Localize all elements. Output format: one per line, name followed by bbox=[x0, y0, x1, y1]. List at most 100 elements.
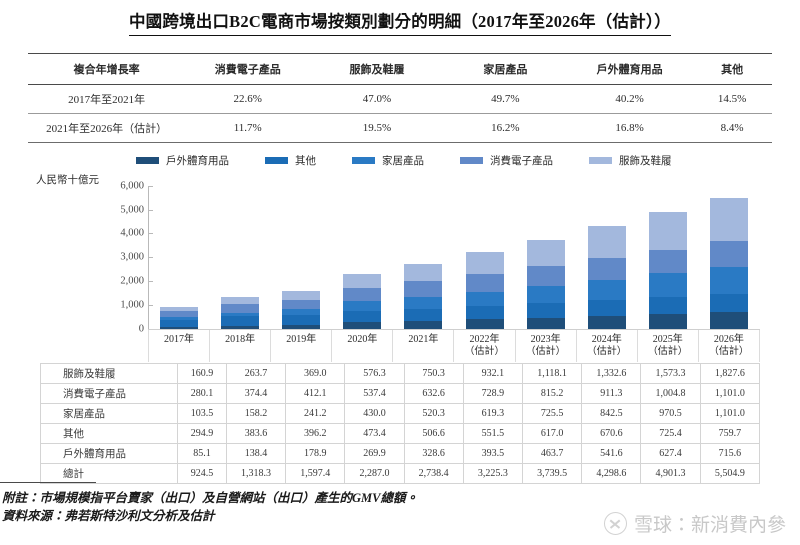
bar-segment bbox=[465, 291, 504, 307]
x-label-year: 2022年 bbox=[469, 333, 500, 345]
stacked-bar[interactable] bbox=[220, 297, 259, 329]
bar-segment bbox=[282, 315, 320, 325]
data-cell: 551.5 bbox=[462, 423, 523, 444]
data-cell: 473.4 bbox=[344, 423, 405, 444]
bar-slot-2018年 bbox=[209, 186, 270, 329]
cagr-header-cell: 其他 bbox=[692, 52, 772, 85]
y-tick-label: 3,000 bbox=[120, 251, 144, 263]
data-cell: 924.5 bbox=[177, 463, 227, 484]
data-cell: 1,827.6 bbox=[699, 363, 761, 384]
stacked-bar[interactable] bbox=[710, 197, 749, 329]
legend-label: 消費電子產品 bbox=[490, 156, 553, 168]
data-cell: 1,101.0 bbox=[699, 383, 761, 404]
data-cell: 1,597.4 bbox=[285, 463, 346, 484]
data-cell: 138.4 bbox=[225, 443, 287, 464]
stacked-bar[interactable] bbox=[649, 212, 688, 329]
footnote-line-note: 附註：市場規模指平台賣家（出口）及自營網站（出口）產生的GMV總額。 bbox=[2, 491, 418, 505]
data-cell: 430.0 bbox=[344, 403, 405, 424]
stacked-bar[interactable] bbox=[282, 290, 320, 329]
x-label-year: 2025年 bbox=[652, 333, 683, 345]
data-cell: 619.3 bbox=[462, 403, 523, 424]
bar-slot-2020年 bbox=[332, 186, 393, 329]
table-row: 2017年至2021年 22.6% 47.0% 49.7% 40.2% 14.5… bbox=[28, 84, 772, 114]
data-cell: 103.5 bbox=[177, 403, 227, 424]
stacked-bar[interactable] bbox=[159, 306, 198, 329]
bar-segment bbox=[282, 290, 320, 300]
x-label-year: 2026年 bbox=[713, 333, 744, 345]
cagr-cell: 8.4% bbox=[692, 113, 772, 143]
x-label-year: 2019年 bbox=[286, 333, 317, 345]
data-cell: 263.7 bbox=[225, 363, 287, 384]
data-cell: 541.6 bbox=[581, 443, 642, 464]
legend-item-4[interactable]: 服飾及鞋履 bbox=[589, 153, 672, 168]
bar-segment bbox=[649, 273, 688, 297]
cagr-table: 複合年增長率 消費電子產品 服飾及鞋履 家居產品 戶外體育用品 其他 2017年… bbox=[28, 52, 772, 143]
y-axis-label: 人民幣十億元 bbox=[36, 174, 99, 186]
legend-swatch-icon bbox=[136, 157, 159, 165]
table-row: 家居產品 103.5 158.2 241.2 430.0 520.3 619.3 725.5 8… bbox=[40, 403, 761, 424]
x-label-year: 2020年 bbox=[347, 333, 378, 345]
data-cell: 3,225.3 bbox=[462, 463, 523, 484]
table-row: 戶外體育用品 85.1 138.4 178.9 269.9 328.6 393.5 463.7… bbox=[40, 443, 761, 464]
legend-item-3[interactable]: 消費電子產品 bbox=[460, 153, 553, 168]
cagr-header-cell: 複合年增長率 bbox=[28, 52, 186, 85]
y-tick-label: 4,000 bbox=[120, 227, 144, 239]
bar-segment bbox=[588, 226, 627, 259]
bar-segment bbox=[649, 212, 688, 250]
legend-item-2[interactable]: 家居產品 bbox=[352, 153, 424, 168]
legend-item-0[interactable]: 戶外體育用品 bbox=[136, 153, 229, 168]
bar-segment bbox=[220, 303, 259, 313]
x-axis-label-2025年: 2025年 （估計） bbox=[638, 329, 699, 362]
bar-segment bbox=[526, 285, 565, 304]
data-cell: 160.9 bbox=[177, 363, 227, 384]
bar-segment bbox=[404, 308, 443, 321]
bar-slot-2025年 bbox=[638, 186, 699, 329]
bar-segment bbox=[588, 279, 627, 300]
bar-segment bbox=[710, 197, 749, 242]
table-row: 其他 294.9 383.6 396.2 473.4 506.6 551.5 617.0 670… bbox=[40, 423, 761, 444]
stacked-bar[interactable] bbox=[526, 239, 565, 329]
legend-item-1[interactable]: 其他 bbox=[265, 153, 316, 168]
chart-legend: 戶外體育用品 其他 家居產品 消費電子產品 服飾及鞋履 bbox=[0, 153, 800, 169]
data-cell: 269.9 bbox=[344, 443, 405, 464]
bar-segment bbox=[710, 267, 749, 294]
data-cell: 369.0 bbox=[285, 363, 346, 384]
bar-segment bbox=[588, 258, 627, 280]
footnote-divider bbox=[0, 482, 96, 484]
bar-segment bbox=[343, 322, 382, 329]
y-tick-label: 2,000 bbox=[120, 275, 144, 287]
stacked-bar[interactable] bbox=[465, 251, 504, 329]
cagr-row-label: 2017年至2021年 bbox=[28, 84, 186, 114]
stacked-bar[interactable] bbox=[343, 274, 382, 329]
bar-segment bbox=[649, 249, 688, 274]
data-row-label: 戶外體育用品 bbox=[40, 443, 178, 464]
legend-swatch-icon bbox=[589, 157, 612, 165]
data-cell: 759.7 bbox=[699, 423, 761, 444]
data-cell: 537.4 bbox=[344, 383, 405, 404]
y-tick-label: 1,000 bbox=[120, 299, 144, 311]
bar-slot-2026年 bbox=[699, 186, 760, 329]
bar-slot-2023年 bbox=[515, 186, 576, 329]
legend-label: 服飾及鞋履 bbox=[619, 156, 672, 168]
legend-swatch-icon bbox=[265, 157, 288, 165]
bar-slot-2019年 bbox=[270, 186, 331, 329]
data-row-label: 家居產品 bbox=[40, 403, 178, 424]
data-row-label: 服飾及鞋履 bbox=[40, 363, 178, 384]
bar-segment bbox=[159, 310, 198, 318]
y-tick-label: 5,000 bbox=[120, 204, 144, 216]
bar-segment bbox=[220, 316, 259, 326]
data-cell: 2,738.4 bbox=[403, 463, 464, 484]
bar-segment bbox=[404, 263, 443, 282]
stacked-bar[interactable] bbox=[588, 226, 627, 329]
x-axis-label-2021年: 2021年 bbox=[393, 329, 455, 362]
cagr-header-cell: 消費電子產品 bbox=[185, 52, 311, 85]
data-cell: 280.1 bbox=[177, 383, 227, 404]
data-cell: 241.2 bbox=[285, 403, 346, 424]
bar-segment bbox=[465, 251, 504, 275]
stacked-bar[interactable] bbox=[404, 263, 443, 329]
bar-segment bbox=[343, 300, 382, 312]
data-row-label: 總計 bbox=[40, 463, 178, 484]
bar-segment bbox=[159, 317, 198, 320]
bar-segment bbox=[526, 239, 565, 267]
chart-area: 人民幣十億元 0 1,000 2,000 3,000 4,000 5,000 6,000 2… bbox=[0, 172, 800, 362]
